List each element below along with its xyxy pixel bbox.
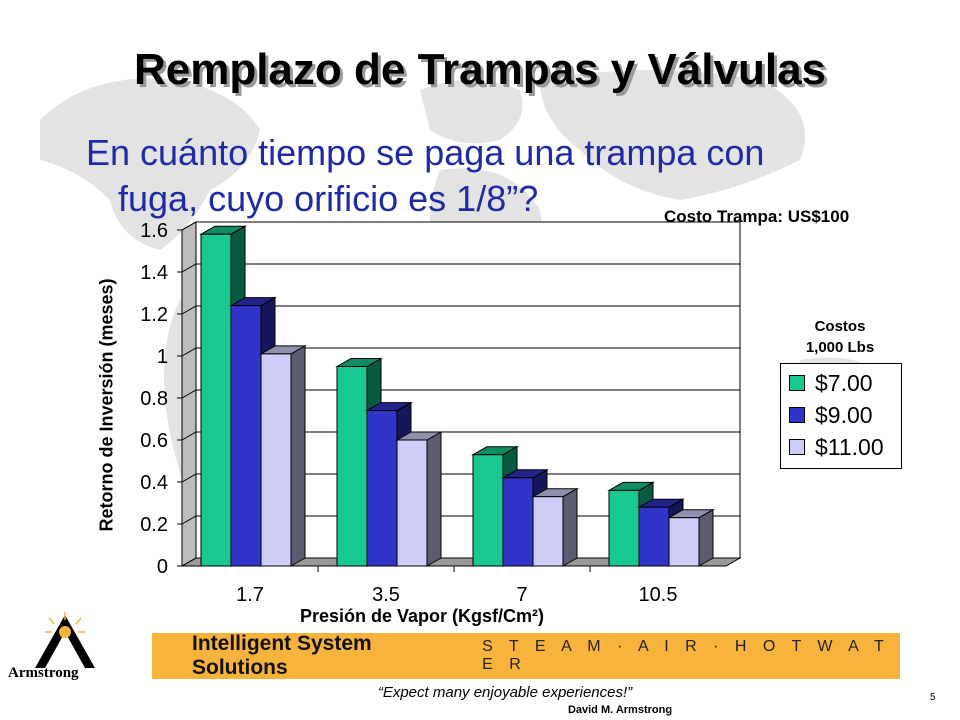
trap-cost-label: Costo Trampa: US$100 bbox=[664, 207, 850, 226]
bar bbox=[638, 506, 670, 567]
x-tick-label: 3.5 bbox=[372, 584, 400, 606]
y-tick-label: 1 bbox=[157, 346, 168, 368]
x-axis-label: Presión de Vapor (Kgsf/Cm²) bbox=[300, 606, 545, 626]
bar bbox=[502, 477, 534, 567]
legend-item-3: $11.00 bbox=[789, 434, 884, 460]
author: David M. Armstrong bbox=[567, 704, 673, 716]
gridline bbox=[181, 221, 740, 231]
legend-item-1: $7.00 bbox=[789, 370, 873, 396]
legend-title-line-2: 1,000 Lbs bbox=[805, 339, 875, 356]
page-number: 5 bbox=[930, 692, 936, 703]
bar bbox=[336, 366, 368, 567]
slide-subtitle: En cuánto tiempo se paga una trampa con … bbox=[86, 130, 906, 222]
gridline bbox=[181, 263, 740, 273]
y-tick-label: 0.2 bbox=[140, 514, 168, 536]
gridline bbox=[181, 389, 740, 399]
y-tick-label: 1.6 bbox=[140, 220, 168, 242]
y-tick-label: 0.6 bbox=[140, 430, 168, 452]
legend-swatch-3 bbox=[789, 439, 805, 455]
tagline: “Expect many enjoyable experiences!” bbox=[377, 684, 633, 701]
banner: Intelligent System Solutions S T E A M ·… bbox=[152, 632, 900, 679]
banner-main-text: Intelligent System Solutions bbox=[192, 632, 372, 679]
bar bbox=[200, 233, 232, 567]
subtitle-line-2: fuga, cuyo orificio es 1/8”? bbox=[118, 178, 539, 219]
legend-label-1: $7.00 bbox=[815, 369, 873, 396]
logo-text: Armstrong bbox=[8, 665, 79, 681]
y-tick-label: 0 bbox=[157, 556, 168, 578]
bar bbox=[472, 454, 504, 567]
legend-label-3: $11.00 bbox=[815, 433, 884, 460]
bar bbox=[366, 410, 398, 567]
legend-swatch-1 bbox=[789, 375, 805, 391]
chart-legend: $7.00 $9.00 $11.00 bbox=[780, 363, 902, 469]
bar-side bbox=[290, 345, 306, 567]
legend-label-2: $9.00 bbox=[815, 401, 873, 428]
bar bbox=[532, 496, 564, 567]
gridline bbox=[181, 305, 740, 315]
bar bbox=[260, 353, 292, 567]
x-tick-label: 7 bbox=[516, 584, 527, 606]
gridline bbox=[181, 473, 740, 483]
x-tick-label: 10.5 bbox=[639, 584, 678, 606]
bar-side bbox=[426, 431, 442, 567]
y-tick-label: 0.4 bbox=[140, 472, 168, 494]
bar-side bbox=[698, 508, 714, 567]
bar-side bbox=[562, 487, 578, 567]
legend-title-line-1: Costos bbox=[814, 318, 866, 335]
banner-sub-text: S T E A M · A I R · H O T W A T E R bbox=[482, 638, 890, 673]
y-axis-label: Retorno de Inversión (meses) bbox=[96, 278, 117, 532]
bar bbox=[230, 305, 262, 567]
bar bbox=[396, 439, 428, 567]
y-tick-label: 1.2 bbox=[140, 304, 168, 326]
subtitle-line-1: En cuánto tiempo se paga una trampa con bbox=[86, 132, 765, 173]
legend-title: Costos 1,000 Lbs bbox=[780, 316, 900, 358]
y-tick-label: 0.8 bbox=[140, 388, 168, 410]
legend-item-2: $9.00 bbox=[789, 402, 873, 428]
x-tick-label: 1.7 bbox=[236, 584, 264, 606]
slide-title: Remplazo de Trampas y Válvulas bbox=[133, 45, 827, 94]
gridline bbox=[181, 431, 740, 441]
gridline bbox=[181, 347, 740, 357]
bar bbox=[668, 517, 700, 567]
bar bbox=[608, 489, 640, 567]
y-tick-label: 1.4 bbox=[140, 262, 168, 284]
legend-swatch-2 bbox=[789, 407, 805, 423]
armstrong-logo-icon bbox=[35, 612, 95, 668]
